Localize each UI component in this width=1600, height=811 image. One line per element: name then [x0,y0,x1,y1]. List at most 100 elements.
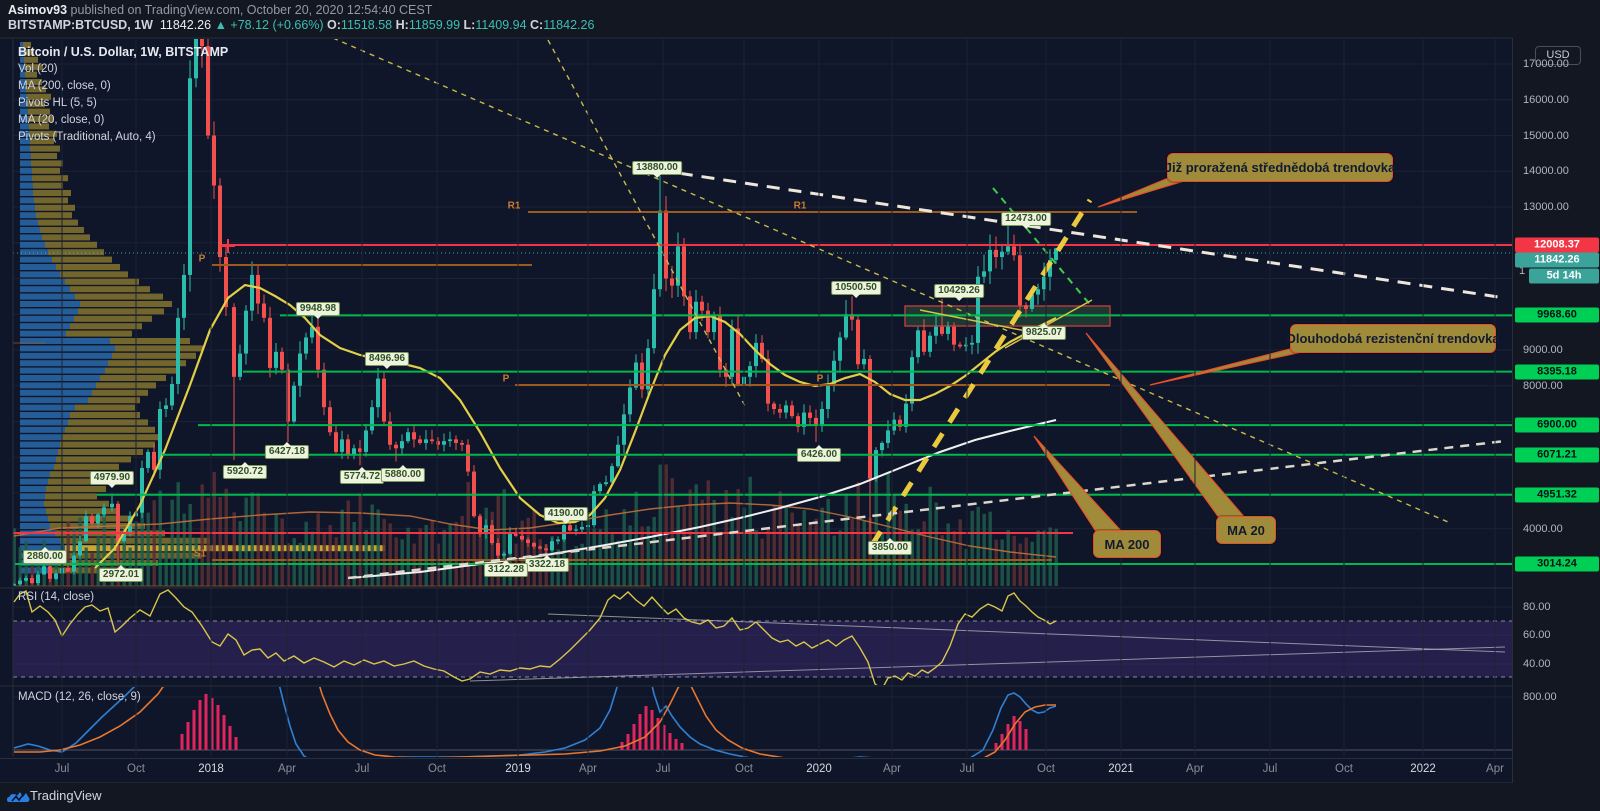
chart-legend: Bitcoin / U.S. Dollar, 1W, BITSTAMP Vol … [18,44,228,146]
pivot-price-label[interactable]: 5920.72 [222,462,268,479]
pivot-pointer-icon [41,547,49,551]
up-arrow-icon: ▲ [214,18,227,32]
author-name: Asimov93 [8,3,68,17]
pivot-pointer-icon [241,462,249,466]
ohlc-readout: O:11518.58 H:11859.99 L:11409.94 C:11842… [327,18,594,32]
symbol-info-bar: BITSTAMP:BTCUSD, 1W 11842.26 ▲ +78.12 (+… [8,18,594,32]
price-tick: 800.00 [1523,691,1557,703]
time-axis-label[interactable]: Apr [1486,763,1504,775]
pivot-pointer-icon [955,297,963,301]
pivot-pointer-icon [562,520,570,524]
annotation-callout-2[interactable]: MA 200 [1093,530,1161,558]
pivot-level-text: P [198,253,206,265]
time-axis-label[interactable]: Jul [959,763,975,775]
pivot-price-label[interactable]: 12473.00 [1001,212,1051,229]
pivot-level-text: P [502,373,510,385]
time-axis-label[interactable]: Apr [1186,763,1204,775]
legend-item-ma20[interactable]: MA (20, close, 0) [18,114,105,126]
pivot-price-label[interactable]: 8496.96 [364,352,410,369]
pivot-level-text: R1 [793,200,807,212]
time-axis-label[interactable]: Jul [655,763,671,775]
legend-item-pivots-traditional[interactable]: Pivots (Traditional, Auto, 4) [18,131,156,143]
price-tick: 60.00 [1523,629,1551,641]
publish-meta: published on TradingView.com, October 20… [67,3,433,17]
pivot-price-label[interactable]: 10500.50 [831,281,881,298]
price-change: +78.12 (+0.66%) [230,18,324,32]
time-axis-label[interactable]: Apr [579,763,597,775]
time-axis-label[interactable]: 2021 [1108,763,1134,775]
tradingview-logo-icon[interactable] [6,789,30,807]
pivot-pointer-icon [314,315,322,319]
pivot-pointer-icon [653,174,661,178]
legend-title[interactable]: Bitcoin / U.S. Dollar, 1W, BITSTAMP [18,45,229,59]
legend-item-vol[interactable]: Vol (20) [18,63,58,75]
pivot-pointer-icon [283,442,291,446]
time-axis-label[interactable]: 2020 [806,763,832,775]
hidden-label-sliver: 1 [1519,265,1526,277]
pivot-price-label[interactable]: 6426.00 [796,445,842,462]
pivot-pointer-icon [502,560,510,564]
time-axis-label[interactable]: Oct [1037,763,1055,775]
ohlc-key: H: [392,18,409,32]
pivot-pointer-icon [815,445,823,449]
pivot-price-label[interactable]: 6427.18 [264,442,310,459]
time-axis-label[interactable]: 2019 [505,763,531,775]
time-axis-label[interactable]: Apr [883,763,901,775]
footer: TradingView [0,782,1600,811]
time-axis[interactable]: Jul Oct 2018 Apr Jul Oct 2019 Apr Jul Oct 2020 Apr J… [0,758,1512,783]
pivot-price-label[interactable]: 13880.00 [632,161,682,178]
time-axis-label[interactable]: Oct [1335,763,1353,775]
time-axis-label[interactable]: 2022 [1410,763,1436,775]
time-axis-label[interactable]: Oct [127,763,145,775]
pivot-price-label[interactable]: 3850.00 [867,538,913,555]
pivot-pointer-icon [1022,225,1030,229]
time-axis-label[interactable]: 2018 [198,763,224,775]
price-tick: 14000.00 [1523,165,1569,177]
time-axis-label[interactable]: Jul [1262,763,1278,775]
price-tick: 9000.00 [1523,344,1563,356]
time-axis-label[interactable]: Oct [428,763,446,775]
ohlc-key: L: [460,18,476,32]
ohlc-value: 11518.58 [340,18,393,32]
time-axis-label[interactable]: Jul [354,763,370,775]
currency-unit-button[interactable]: USD [1535,46,1581,65]
price-tick: 16000.00 [1523,94,1569,106]
pivot-price-label[interactable]: 9825.07 [1021,323,1067,340]
pivot-price-label[interactable]: 9948.98 [295,302,341,319]
pivot-pointer-icon [117,565,125,569]
time-axis-label[interactable]: Jul [54,763,70,775]
annotation-callout-1[interactable]: Dlouhodobá rezistenční trendovka [1286,324,1500,353]
time-axis-label[interactable]: Oct [735,763,753,775]
annotation-callout-0[interactable]: Již proražená střednědobá trendovka [1165,153,1395,182]
pivot-price-label[interactable]: 2972.01 [98,565,144,582]
tradingview-brand[interactable]: TradingView [30,788,102,803]
pivot-price-label[interactable]: 2880.00 [22,547,68,564]
pivot-price-label[interactable]: 4190.00 [543,507,589,524]
pivot-price-label[interactable]: 3122.28 [483,560,529,577]
pivot-pointer-icon [108,484,116,488]
pivot-price-label[interactable]: 5774.72 [339,467,385,484]
price-tick: 80.00 [1523,601,1551,613]
pivot-pointer-icon [358,467,366,471]
legend-item-pivots-hl[interactable]: Pivots HL (5, 5) [18,97,97,109]
ohlc-value: 11409.94 [475,18,527,32]
legend-item-ma200[interactable]: MA (200, close, 0) [18,80,111,92]
pivot-pointer-icon [383,365,391,369]
pivot-price-label[interactable]: 5880.00 [380,465,426,482]
pivot-level-text: R1 [507,200,521,212]
ohlc-key: O: [327,18,341,32]
ohlc-key: C: [526,18,544,32]
pivot-price-label[interactable]: 3322.18 [524,555,570,572]
pivot-pointer-icon [852,294,860,298]
pivot-price-label[interactable]: 10429.26 [934,284,984,301]
price-level-badge: 8395.18 [1515,364,1599,380]
price-tick: 15000.00 [1523,130,1569,142]
rsi-pane-label[interactable]: RSI (14, close) [18,591,95,603]
countdown-badge: 5d 14h [1529,268,1599,284]
macd-pane-label[interactable]: MACD (12, 26, close, 9) [18,691,141,703]
pivot-price-label[interactable]: 4979.90 [89,471,135,488]
price-scale[interactable]: USD 1 17000.00 16000.00 15000.00 14000.00 13… [1512,38,1600,783]
annotation-callout-3[interactable]: MA 20 [1216,516,1276,544]
time-axis-label[interactable]: Apr [278,763,296,775]
